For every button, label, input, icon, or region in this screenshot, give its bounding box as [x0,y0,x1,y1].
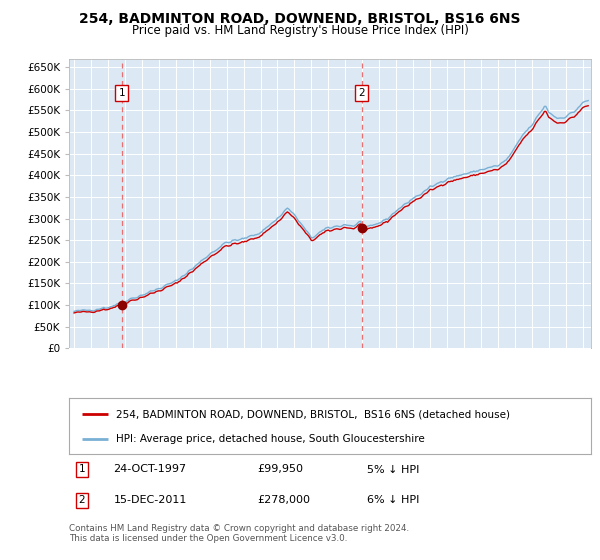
Text: 2: 2 [358,88,365,99]
Text: 5% ↓ HPI: 5% ↓ HPI [367,464,419,474]
Text: 1: 1 [79,464,85,474]
Text: 254, BADMINTON ROAD, DOWNEND, BRISTOL,  BS16 6NS (detached house): 254, BADMINTON ROAD, DOWNEND, BRISTOL, B… [116,409,510,419]
Text: Price paid vs. HM Land Registry's House Price Index (HPI): Price paid vs. HM Land Registry's House … [131,24,469,36]
Text: £99,950: £99,950 [257,464,303,474]
Text: 6% ↓ HPI: 6% ↓ HPI [367,495,419,505]
Text: 1: 1 [118,88,125,99]
Text: 2: 2 [79,495,85,505]
Text: 24-OCT-1997: 24-OCT-1997 [113,464,187,474]
Text: 15-DEC-2011: 15-DEC-2011 [113,495,187,505]
Text: HPI: Average price, detached house, South Gloucestershire: HPI: Average price, detached house, Sout… [116,433,425,444]
Text: Contains HM Land Registry data © Crown copyright and database right 2024.
This d: Contains HM Land Registry data © Crown c… [69,524,409,543]
Text: 254, BADMINTON ROAD, DOWNEND, BRISTOL, BS16 6NS: 254, BADMINTON ROAD, DOWNEND, BRISTOL, B… [79,12,521,26]
Text: £278,000: £278,000 [257,495,310,505]
